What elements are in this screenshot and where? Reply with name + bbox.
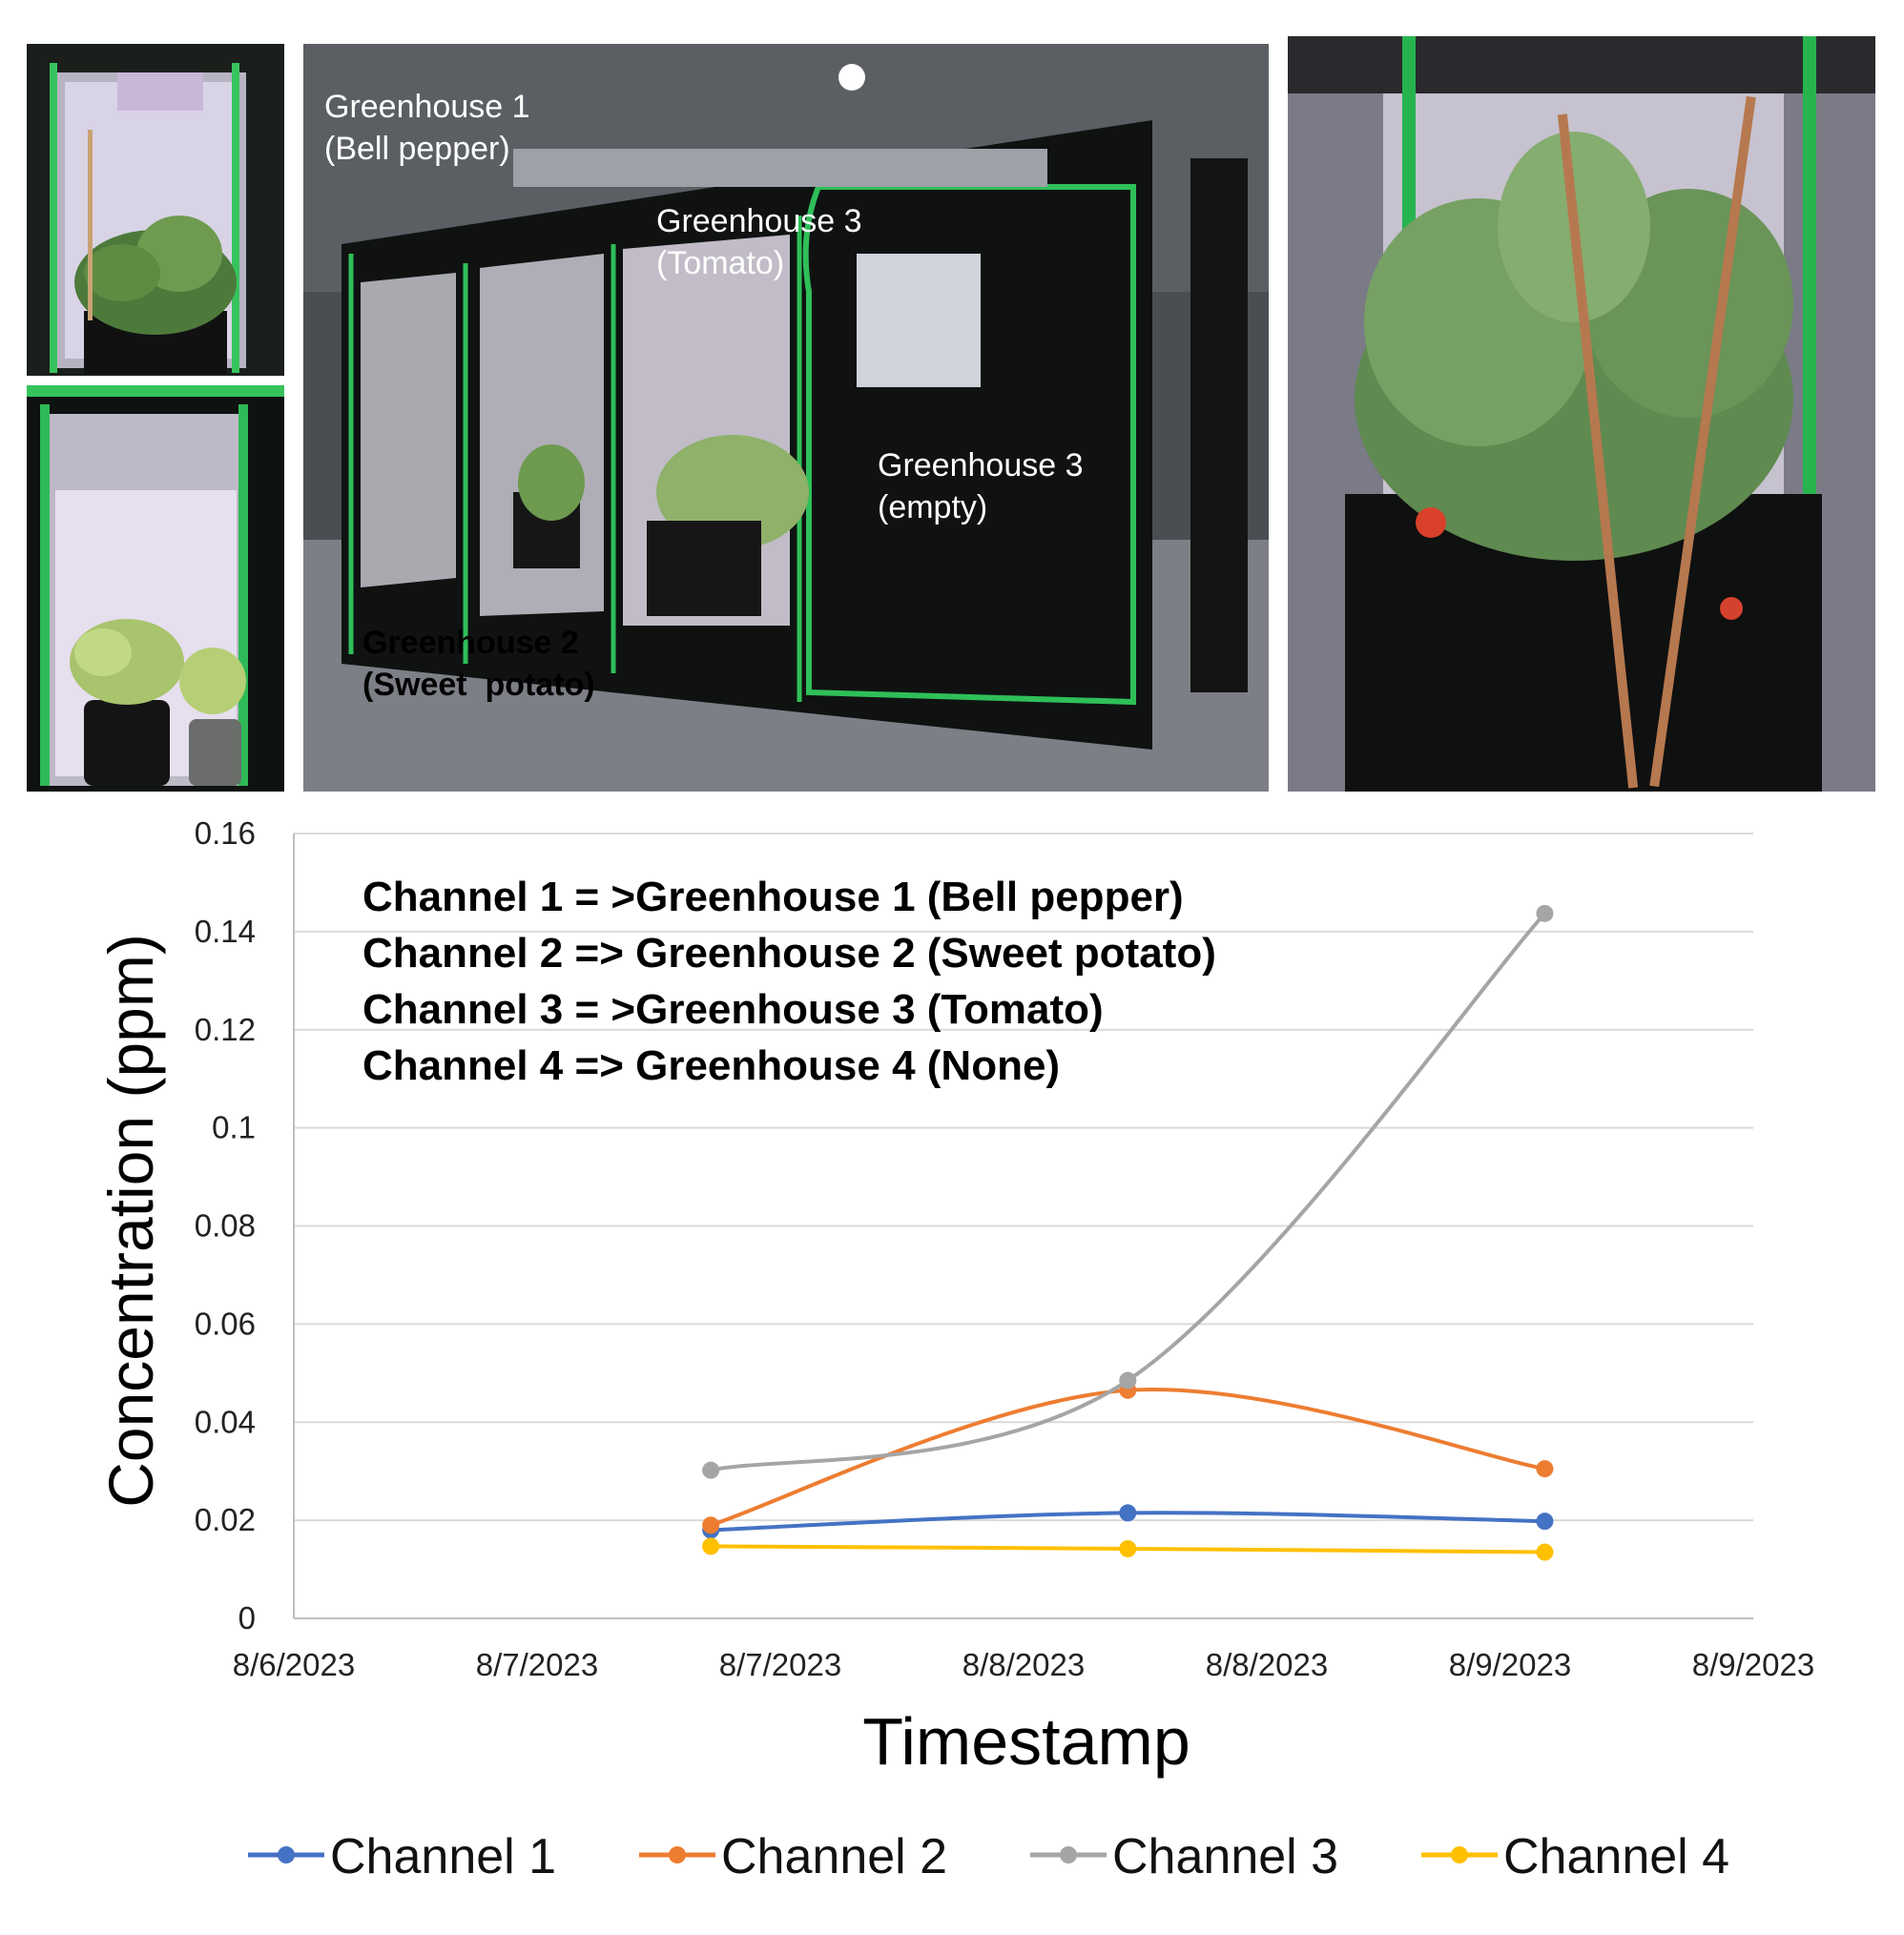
y-tick-label: 0.16: [195, 815, 256, 851]
data-point: [702, 1537, 720, 1555]
y-tick-label: 0.14: [195, 914, 256, 949]
greenhouse-row-photo: Greenhouse 1 (Bell pepper) Greenhouse 3 …: [303, 44, 1269, 792]
legend-label-channel-4: Channel 4: [1503, 1829, 1729, 1884]
data-point: [1536, 1460, 1554, 1478]
y-tick-label: 0: [238, 1600, 256, 1636]
x-tick-label: 8/7/2023: [476, 1647, 598, 1682]
y-tick-label: 0.06: [195, 1306, 256, 1341]
legend-marker-channel-1: [278, 1846, 295, 1863]
x-tick-label: 8/9/2023: [1692, 1647, 1814, 1682]
series-lines: [702, 904, 1554, 1561]
legend-label-channel-1: Channel 1: [330, 1829, 556, 1884]
y-tick-label: 0.12: [195, 1012, 256, 1047]
data-point: [1119, 1371, 1137, 1389]
x-axis-title: Timestamp: [862, 1704, 1190, 1779]
x-tick-label: 8/8/2023: [962, 1647, 1085, 1682]
data-point: [1536, 1513, 1554, 1531]
gridlines: [294, 833, 1753, 1522]
legend-marker-channel-4: [1451, 1846, 1468, 1863]
annotation-line: Channel 2 => Greenhouse 2 (Sweet potato): [362, 930, 1216, 977]
chart-legend: Channel 1 Channel 2 Channel 3 Channel 4: [248, 1829, 1729, 1884]
data-point: [1536, 904, 1554, 922]
y-tick-label: 0.04: [195, 1404, 256, 1439]
legend-label-channel-2: Channel 2: [721, 1829, 947, 1884]
data-point: [702, 1516, 720, 1534]
x-tick-label: 8/9/2023: [1449, 1647, 1571, 1682]
annotation-line: Channel 3 = >Greenhouse 3 (Tomato): [362, 986, 1104, 1033]
sweet-potato-tent-photo: [27, 385, 284, 792]
y-tick-label: 0.1: [212, 1110, 256, 1145]
y-tick-labels: 0 0.02 0.04 0.06 0.08 0.1 0.12 0.14 0.16: [195, 815, 256, 1636]
data-point: [1119, 1504, 1137, 1522]
x-tick-labels: 8/6/2023 8/7/2023 8/7/2023 8/8/2023 8/8/2023…: [233, 1647, 1814, 1682]
concentration-line-chart: 0 0.02 0.04 0.06 0.08 0.1 0.12 0.14 0.16 8/6/202…: [95, 815, 1814, 1884]
photo-label-greenhouse-3-empty: Greenhouse 3 (empty): [878, 447, 1084, 525]
x-tick-label: 8/6/2023: [233, 1647, 355, 1682]
y-axis-title: Concentration (ppm): [95, 934, 166, 1508]
data-point: [1536, 1543, 1554, 1561]
annotation-line: Channel 4 => Greenhouse 4 (None): [362, 1042, 1060, 1089]
legend-label-channel-3: Channel 3: [1112, 1829, 1338, 1884]
x-tick-label: 8/7/2023: [719, 1647, 841, 1682]
photo-label-greenhouse-1: Greenhouse 1 (Bell pepper): [324, 89, 530, 167]
legend-marker-channel-3: [1060, 1846, 1077, 1863]
bell-pepper-tent-photo: [27, 44, 284, 376]
data-point: [1119, 1539, 1137, 1557]
annotation-line: Channel 1 = >Greenhouse 1 (Bell pepper): [362, 874, 1184, 920]
y-tick-label: 0.02: [195, 1502, 256, 1537]
channel-mapping-annotation: Channel 1 = >Greenhouse 1 (Bell pepper) …: [362, 874, 1216, 1089]
photo-label-greenhouse-2: Greenhouse 2 (Sweet potato): [362, 625, 595, 703]
legend-marker-channel-2: [669, 1846, 686, 1863]
photo-label-greenhouse-3-tomato: Greenhouse 3 (Tomato): [656, 203, 862, 281]
chart-axes: [293, 834, 1753, 1619]
series-line-channel-3: [710, 912, 1546, 1472]
x-tick-label: 8/8/2023: [1206, 1647, 1328, 1682]
y-tick-label: 0.08: [195, 1208, 256, 1244]
tomato-tent-photo: [1288, 36, 1875, 792]
data-point: [702, 1461, 720, 1479]
